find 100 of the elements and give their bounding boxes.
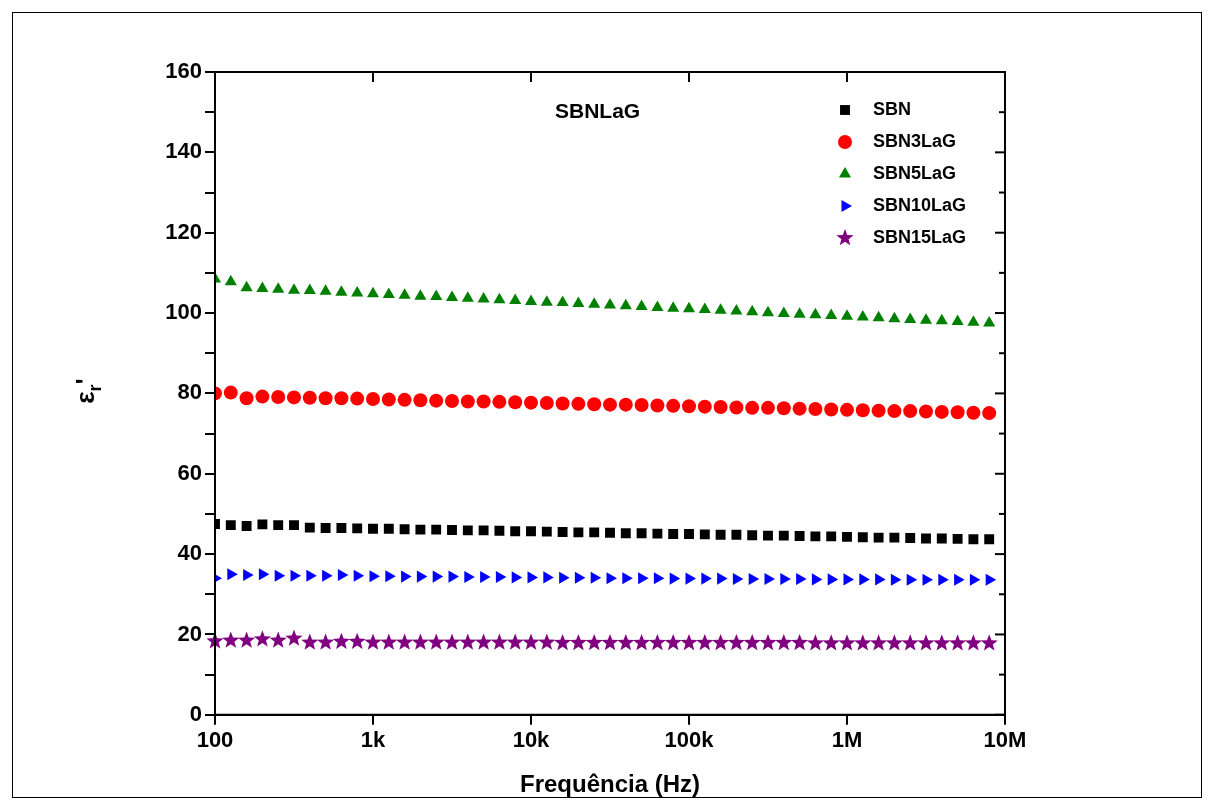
y-tick-label: 140 — [165, 138, 202, 164]
point — [730, 304, 743, 315]
annotation: SBNLaG — [555, 98, 641, 122]
point — [934, 404, 949, 419]
point — [348, 632, 366, 649]
point — [509, 293, 522, 305]
point — [286, 390, 301, 405]
legend-label: SBN15LaG — [873, 226, 967, 247]
point — [241, 521, 252, 531]
point — [966, 405, 981, 420]
point — [508, 395, 523, 410]
point — [664, 633, 682, 651]
point — [304, 522, 315, 533]
point — [285, 629, 303, 646]
point — [540, 295, 553, 306]
point — [983, 316, 996, 327]
y-tick-label: 0 — [189, 700, 202, 726]
point — [240, 280, 253, 292]
point — [871, 403, 886, 418]
point — [401, 570, 412, 583]
point — [289, 520, 299, 531]
point — [759, 633, 777, 651]
point — [778, 530, 789, 541]
point — [747, 530, 758, 541]
point — [669, 572, 681, 585]
point — [855, 403, 870, 418]
x-tick-label: 1M — [831, 727, 863, 753]
point — [587, 397, 602, 412]
point — [667, 301, 680, 312]
point — [585, 633, 603, 651]
point — [952, 533, 963, 544]
point — [764, 572, 775, 586]
point — [555, 396, 570, 411]
point — [448, 570, 459, 583]
y-tick-label: 100 — [165, 299, 202, 325]
point — [398, 288, 411, 299]
point — [826, 531, 837, 542]
point — [443, 633, 461, 650]
point — [969, 573, 981, 586]
point — [478, 525, 489, 536]
point — [684, 529, 694, 539]
point — [985, 573, 997, 586]
point — [224, 274, 237, 286]
point — [559, 571, 570, 584]
point — [383, 523, 394, 534]
point — [885, 634, 903, 651]
x-tick-label: 100 — [196, 727, 234, 753]
x-tick-label: 10k — [512, 727, 551, 753]
point — [269, 631, 287, 648]
point — [368, 523, 378, 534]
point — [870, 634, 888, 651]
point — [791, 633, 809, 651]
point — [399, 524, 410, 535]
point — [727, 633, 745, 651]
point — [714, 303, 727, 314]
point — [588, 297, 601, 308]
point — [572, 296, 585, 307]
point — [950, 405, 965, 420]
point — [811, 573, 823, 586]
point — [648, 633, 666, 651]
point — [903, 404, 918, 419]
point — [306, 569, 317, 582]
point — [638, 572, 649, 585]
point — [381, 392, 396, 407]
point — [682, 399, 696, 414]
point — [569, 633, 587, 651]
point — [475, 633, 493, 650]
point — [382, 287, 395, 299]
point — [949, 634, 967, 651]
y-tick-label: 20 — [177, 620, 202, 646]
point — [287, 283, 301, 294]
y-tick-label: 60 — [177, 459, 202, 485]
point — [352, 523, 363, 534]
point — [590, 571, 602, 584]
legend-label: SBN — [873, 98, 912, 119]
point — [605, 527, 615, 538]
point — [490, 633, 508, 650]
point — [650, 398, 665, 413]
point — [651, 300, 664, 311]
y-tick-label: 80 — [177, 379, 202, 405]
point — [524, 395, 538, 410]
point — [556, 295, 569, 307]
legend-label: SBN3LaG — [873, 130, 957, 151]
point — [859, 573, 870, 586]
point — [875, 573, 886, 586]
point — [668, 529, 679, 539]
point — [511, 571, 523, 584]
point — [922, 573, 933, 586]
point — [901, 634, 919, 651]
point — [792, 401, 807, 416]
point — [618, 397, 633, 412]
point — [889, 532, 900, 543]
point — [427, 633, 445, 650]
point — [713, 400, 728, 415]
point — [538, 633, 556, 650]
point — [380, 633, 398, 650]
point — [477, 291, 490, 303]
point — [322, 569, 333, 582]
point — [335, 285, 348, 296]
point — [396, 633, 414, 650]
